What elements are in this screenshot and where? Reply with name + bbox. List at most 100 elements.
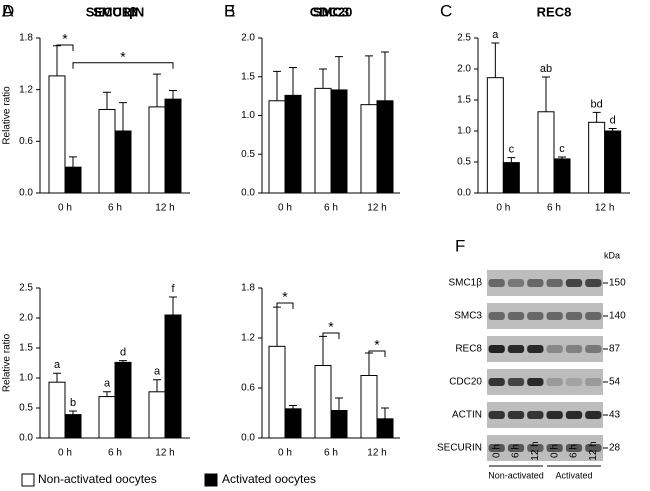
bar — [284, 94, 302, 194]
error-bar — [289, 66, 297, 96]
error-bar — [608, 128, 617, 131]
blot-band — [527, 378, 544, 386]
y-tick-label: 0.0 — [19, 188, 33, 199]
bar — [48, 75, 66, 194]
y-tick-label: 0.0 — [19, 433, 33, 444]
blot-row-label: ACTIN — [452, 410, 482, 421]
blot-band — [585, 378, 602, 386]
y-tick-label: 1.5 — [457, 95, 471, 106]
bar — [537, 111, 555, 194]
significance-star: * — [120, 49, 126, 65]
bar — [486, 77, 504, 194]
bar — [314, 365, 332, 439]
x-tick-label: 0 h — [278, 448, 292, 459]
blot-row-label: REC8 — [455, 344, 482, 355]
blot-band — [527, 279, 544, 287]
bar — [48, 381, 66, 439]
kda-label: 140 — [609, 311, 626, 322]
blot-band — [546, 312, 563, 320]
y-tick-label: 0.0 — [241, 433, 255, 444]
x-tick-label: 0 h — [496, 203, 510, 214]
lane-label: 0 h — [549, 444, 560, 458]
blot-band — [565, 312, 583, 320]
y-tick-label: 0.5 — [457, 157, 471, 168]
error-bar — [319, 335, 327, 366]
error-bar — [335, 56, 343, 90]
x-tick-label: 12 h — [367, 203, 386, 214]
error-bar — [381, 51, 389, 101]
bar — [114, 130, 132, 194]
bar — [64, 414, 82, 439]
panel-letter: F — [455, 236, 465, 255]
blot-band — [546, 345, 563, 353]
kda-label: 28 — [609, 443, 621, 454]
blot-strip — [487, 402, 603, 428]
blot-band — [585, 312, 602, 320]
error-bar — [273, 70, 281, 101]
bracket — [56, 44, 74, 51]
y-tick-label: 2.0 — [457, 64, 471, 75]
significance-letter: c — [559, 143, 565, 155]
bar — [360, 104, 378, 194]
error-bar — [69, 156, 77, 168]
y-tick-label: 2.5 — [457, 33, 471, 44]
blot-strip — [487, 303, 603, 329]
bar — [330, 89, 348, 194]
panel-letter: D — [2, 1, 14, 20]
bar — [98, 396, 116, 439]
chart-title: SMC3 — [313, 4, 349, 19]
blot-band — [546, 378, 563, 386]
error-bar — [273, 306, 281, 347]
kda-label: 43 — [609, 410, 621, 421]
bar — [284, 408, 302, 439]
significance-letter: a — [154, 366, 161, 378]
blot-strip — [487, 270, 603, 296]
blot-row-label: SMC3 — [454, 311, 482, 322]
lane-label: 0 h — [491, 444, 502, 458]
bracket — [368, 350, 386, 357]
x-tick-label: 6 h — [108, 448, 122, 459]
significance-letter: a — [54, 359, 61, 371]
significance-letter: c — [509, 144, 515, 156]
y-axis-label: Relative ratio — [2, 86, 13, 145]
significance-letter: bd — [591, 98, 603, 110]
blot-strip — [487, 369, 603, 395]
bracket — [72, 62, 174, 69]
blot-band — [507, 411, 525, 419]
kda-label: 87 — [609, 344, 621, 355]
x-tick-label: 0 h — [278, 203, 292, 214]
error-bar — [592, 111, 601, 123]
x-tick-label: 12 h — [155, 203, 174, 214]
bar — [588, 121, 606, 194]
y-tick-label: 1.2 — [241, 333, 255, 344]
error-bar — [319, 68, 327, 89]
lane-label: 12 h — [588, 441, 599, 460]
blot-band — [527, 312, 544, 320]
significance-star: * — [282, 289, 288, 305]
bar — [502, 162, 520, 194]
error-bar — [53, 372, 61, 383]
error-bar — [103, 391, 111, 397]
error-bar — [119, 360, 127, 363]
blot-band — [507, 345, 525, 353]
blot-band — [565, 378, 583, 386]
y-tick-label: 1.8 — [241, 283, 255, 294]
group-label: Non-activated — [488, 470, 544, 480]
error-bar — [558, 156, 566, 159]
y-tick-label: 0.6 — [241, 383, 255, 394]
blot-band — [488, 279, 505, 287]
bar — [553, 158, 571, 194]
chart-title: SMC1β — [93, 4, 137, 19]
panel-letter: A — [2, 1, 14, 20]
x-tick-label: 0 h — [58, 448, 72, 459]
error-bar — [542, 76, 550, 112]
bracket — [276, 302, 294, 309]
group-label: Activated — [555, 470, 592, 480]
x-tick-label: 6 h — [324, 448, 338, 459]
bar — [268, 100, 286, 194]
bar — [164, 98, 182, 194]
error-bar — [119, 102, 127, 131]
error-bar — [507, 157, 516, 163]
y-tick-label: 2.0 — [19, 313, 33, 324]
blot-band — [507, 444, 525, 452]
